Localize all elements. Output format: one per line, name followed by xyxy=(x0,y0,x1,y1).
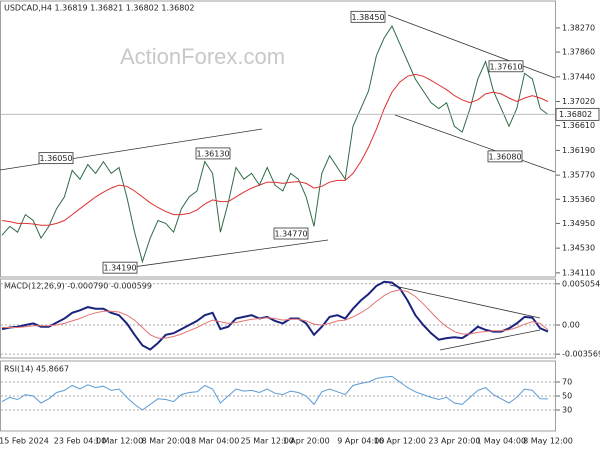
trend-line xyxy=(387,14,556,79)
y-tick-label: 50 xyxy=(562,392,572,401)
y-tick-label: 70 xyxy=(562,378,572,387)
y-tick-label: 0.00 xyxy=(562,321,580,330)
x-tick-label: 25 Mar 12:00 xyxy=(240,437,293,446)
x-tick-label: 18 Mar 04:00 xyxy=(186,437,239,446)
y-tick-label: 1.37860 xyxy=(562,48,595,57)
x-tick-label: 23 Feb 04:00 xyxy=(54,437,106,446)
annotation-label: 1.34770 xyxy=(274,230,307,239)
trend-line xyxy=(103,239,329,272)
annotation-box xyxy=(195,147,231,160)
y-tick-label: 1.38270 xyxy=(562,23,595,32)
x-tick-label: 8 Mar 20:00 xyxy=(142,437,190,446)
watermark: ActionForex.com xyxy=(120,44,285,69)
rsi-title: RSI(14) 45.8667 xyxy=(4,365,69,374)
series-line xyxy=(1,25,549,264)
y-tick-label: 1.37020 xyxy=(562,97,595,106)
macd-panel xyxy=(0,278,556,359)
trend-line xyxy=(439,329,541,351)
y-tick-label: 30 xyxy=(562,406,572,415)
series-line xyxy=(2,289,549,339)
y-tick-label: 1.34950 xyxy=(562,219,595,228)
trend-line xyxy=(389,284,541,319)
y-tick-label: 1.36610 xyxy=(562,121,595,130)
annotation-box xyxy=(350,10,386,23)
x-tick-label: 1 May 04:00 xyxy=(476,437,526,446)
annotation-box xyxy=(273,227,309,240)
x-tick-label: 1 Apr 20:00 xyxy=(283,437,330,446)
annotation-box xyxy=(488,60,524,73)
x-tick-label: 1 Mar 12:00 xyxy=(95,437,143,446)
annotation-label: 1.38450 xyxy=(351,13,384,22)
y-tick-label: 0.005054 xyxy=(562,279,600,288)
annotation-box xyxy=(102,261,138,274)
series-line xyxy=(1,73,549,226)
x-tick-label: 9 Apr 04:00 xyxy=(337,437,384,446)
y-tick-label: 1.35360 xyxy=(562,195,595,204)
annotation-label: 1.34190 xyxy=(103,264,136,273)
price-panel xyxy=(0,0,556,278)
annotation-label: 1.36080 xyxy=(488,152,521,161)
rsi-panel xyxy=(0,360,556,432)
series-line xyxy=(1,280,549,351)
y-tick-label: 1.37440 xyxy=(562,72,595,81)
x-tick-label: 23 Apr 20:00 xyxy=(428,437,480,446)
annotation-label: 1.37610 xyxy=(489,62,522,71)
y-tick-label: 1.34110 xyxy=(562,268,595,277)
last-price-box xyxy=(555,107,600,121)
x-tick-label: 15 Feb 2024 xyxy=(0,437,49,446)
chart-title: USDCAD,H4 1.36819 1.36821 1.36802 1.3680… xyxy=(4,4,194,13)
x-tick-label: 16 Apr 12:00 xyxy=(374,437,426,446)
macd-title: MACD(12,26,9) -0.000790 -0.000599 xyxy=(4,282,152,291)
trend-line xyxy=(394,114,556,173)
x-tick-label: 8 May 12:00 xyxy=(523,437,573,446)
y-tick-label: 1.36190 xyxy=(562,146,595,155)
y-tick-label: 1.35770 xyxy=(562,171,595,180)
annotation-box xyxy=(38,152,74,165)
y-tick-label: 1.34530 xyxy=(562,244,595,253)
annotation-label: 1.36050 xyxy=(39,154,72,163)
annotation-box xyxy=(487,150,523,163)
y-tick-label: -0.003569 xyxy=(562,350,600,359)
annotation-label: 1.36130 xyxy=(196,149,229,158)
series-line xyxy=(1,375,549,411)
last-price-label: 1.36802 xyxy=(559,110,592,119)
